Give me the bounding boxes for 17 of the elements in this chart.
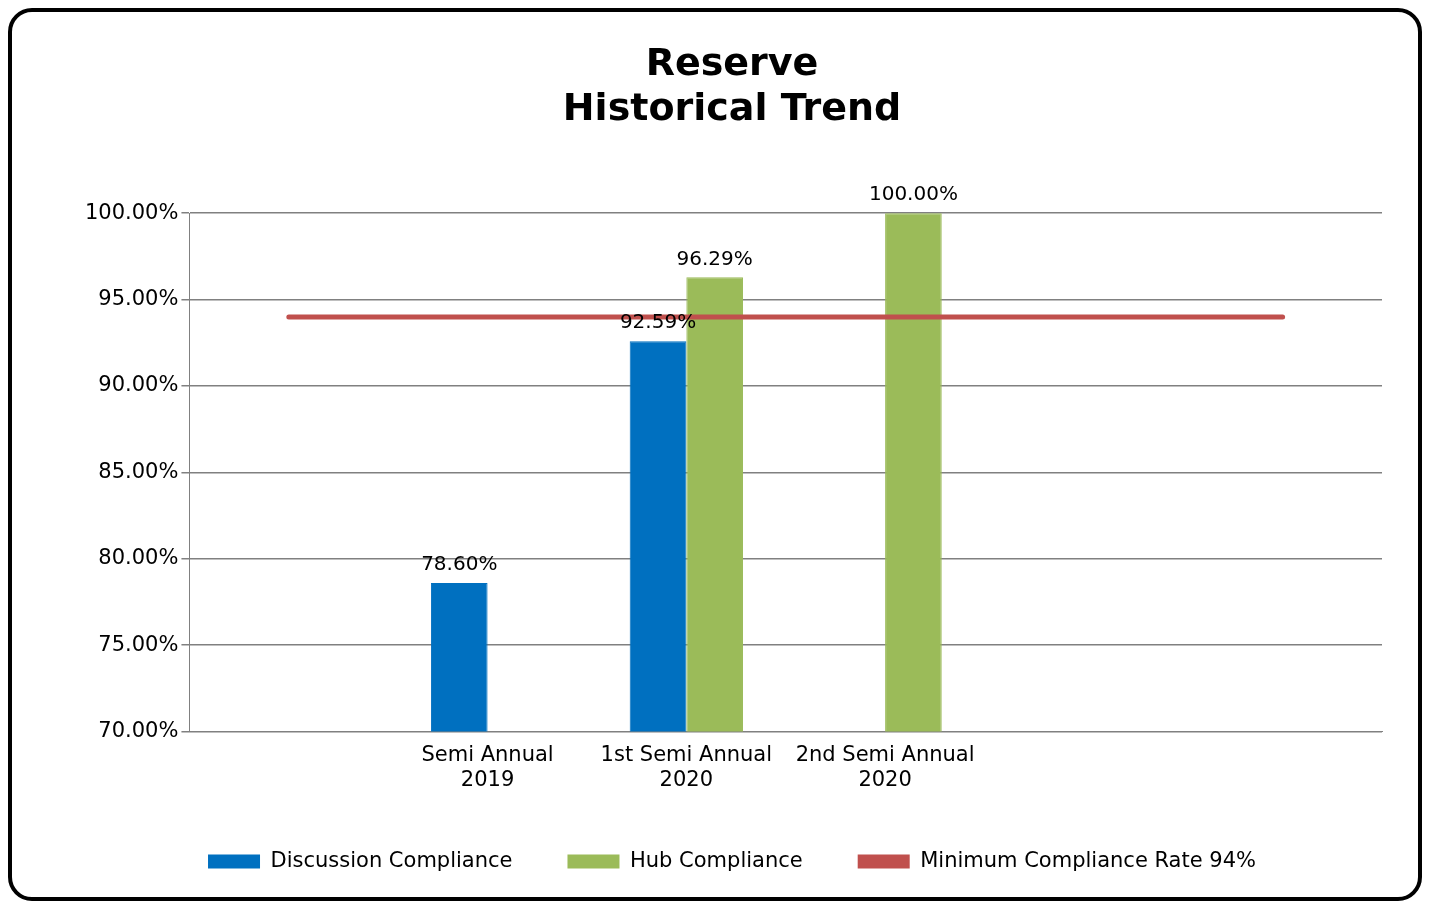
y-tick-label: 75.00% [98, 631, 179, 656]
x-tick-label: 1st Semi Annual 2020 [600, 741, 773, 791]
y-tick-label: 95.00% [98, 286, 179, 311]
data-label: 100.00% [868, 181, 958, 206]
y-tick-label: 100.00% [85, 199, 179, 224]
y-tick-label: 80.00% [98, 545, 179, 570]
y-tick-label: 90.00% [98, 372, 179, 397]
chart-title: Reserve Historical Trend [562, 39, 902, 130]
legend-label: Discussion Compliance [270, 847, 513, 872]
legend-label: Hub Compliance [629, 847, 803, 872]
x-tick-label: Semi Annual 2019 [421, 741, 554, 791]
legend-label: Minimum Compliance Rate 94% [920, 847, 1256, 872]
y-tick-label: 70.00% [98, 718, 179, 743]
y-tick-label: 85.00% [98, 458, 179, 483]
x-tick-label: 2nd Semi Annual 2020 [795, 741, 975, 791]
data-label: 96.29% [676, 245, 753, 270]
data-label: 78.60% [421, 551, 498, 576]
